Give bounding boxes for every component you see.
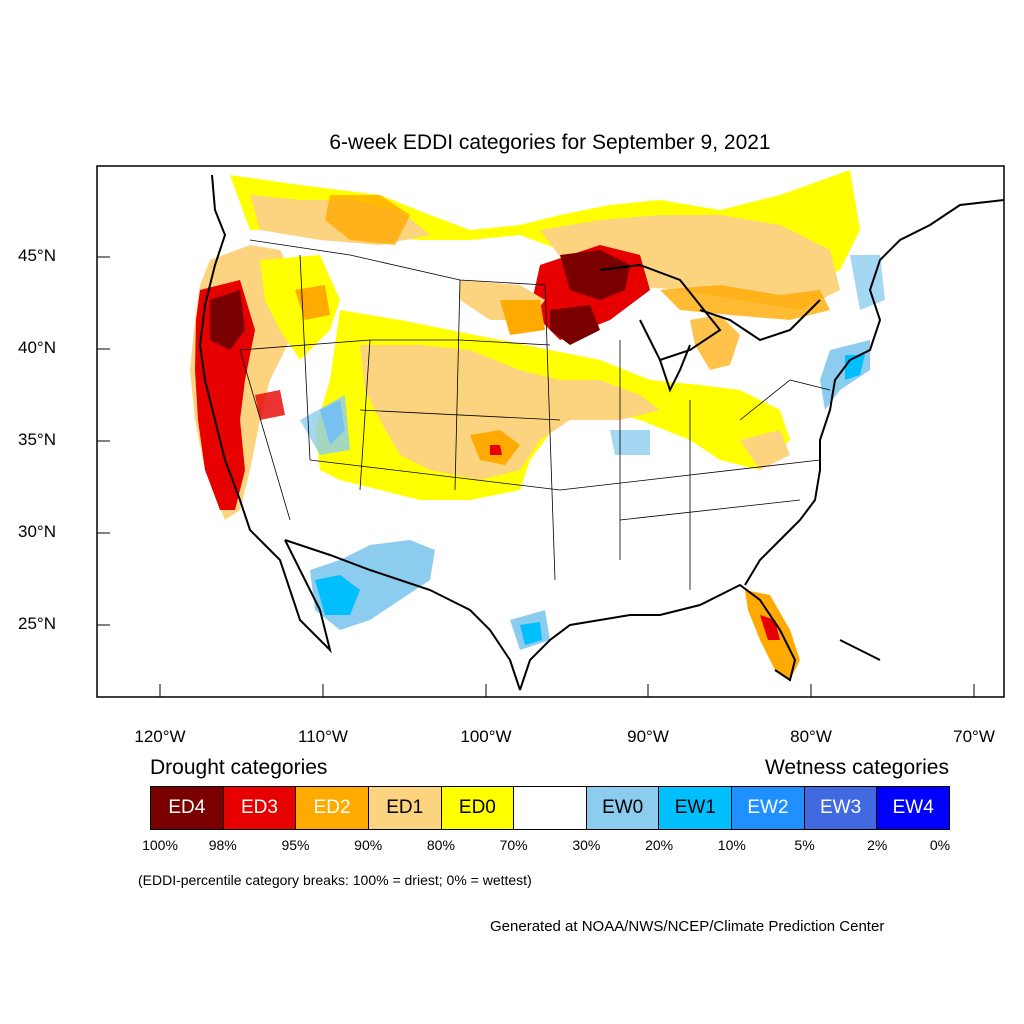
lat-label-25: 25°N: [18, 614, 56, 633]
break-label: 0%: [929, 837, 951, 853]
break-label: 80%: [426, 837, 455, 853]
lon-label-110: 110°W: [298, 727, 348, 746]
legend-cell-ew3: EW3: [804, 787, 878, 829]
category-legend: ED4 ED3 ED2 ED1 ED0 EW0 EW1 EW2 EW3 EW4: [150, 786, 950, 830]
break-label: 20%: [645, 837, 674, 853]
lat-label-35: 35°N: [18, 430, 56, 449]
legend-cell-ed2: ED2: [296, 787, 369, 829]
map-ticks: [97, 256, 975, 697]
lat-label-45: 45°N: [18, 246, 56, 265]
break-label: 100%: [142, 837, 178, 853]
map-title: 6-week EDDI categories for September 9, …: [329, 131, 771, 154]
legend-cell-ed0: ED0: [441, 787, 515, 829]
legend-cell-ed3: ED3: [223, 787, 297, 829]
break-label: 98%: [208, 837, 237, 853]
break-label: 10%: [717, 837, 746, 853]
break-label: 70%: [499, 837, 528, 853]
lat-label-40: 40°N: [18, 338, 56, 357]
coastline: [198, 174, 1004, 691]
legend-cell-ed1: ED1: [368, 787, 442, 829]
map-frame: [96, 165, 1005, 698]
legend-cell-neutral: [514, 787, 587, 829]
legend-cell-ew0: EW0: [586, 787, 660, 829]
break-label: 2%: [867, 837, 888, 853]
state-boundaries: [239, 239, 831, 590]
lon-label-100: 100°W: [460, 727, 512, 746]
break-label: 30%: [572, 837, 601, 853]
break-label: 5%: [794, 837, 815, 853]
wetness-heading: Wetness categories: [764, 756, 949, 779]
legend-cell-ew4: EW4: [877, 787, 950, 829]
break-label: 95%: [281, 837, 310, 853]
legend-cell-ew2: EW2: [732, 787, 805, 829]
drought-heading: Drought categories: [150, 756, 328, 779]
lon-label-90: 90°W: [627, 727, 669, 746]
break-label: 90%: [354, 837, 383, 853]
lon-label-80: 80°W: [790, 727, 832, 746]
lat-label-30: 30°N: [18, 522, 56, 541]
lon-label-70: 70°W: [953, 727, 995, 746]
credit-line: Generated at NOAA/NWS/NCEP/Climate Predi…: [490, 918, 885, 935]
legend-note: (EDDI-percentile category breaks: 100% =…: [138, 872, 532, 888]
lon-label-120: 120°W: [134, 727, 186, 746]
legend-cell-ew1: EW1: [659, 787, 733, 829]
legend-cell-ed4: ED4: [151, 787, 224, 829]
